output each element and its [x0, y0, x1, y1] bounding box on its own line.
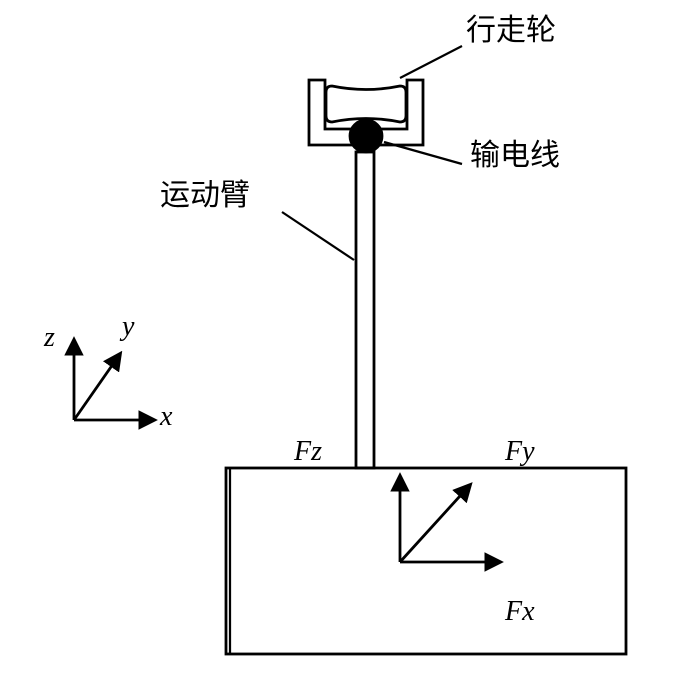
- label-y: y: [119, 311, 135, 342]
- diagram-canvas: 行走轮 运动臂 输电线 x y z Fx Fy Fz: [0, 0, 674, 683]
- wheel-roller: [326, 86, 406, 122]
- wire-cross-section: [350, 120, 382, 152]
- label-x: x: [159, 401, 173, 432]
- axis-y: [74, 354, 120, 420]
- label-arm: 运动臂: [160, 179, 250, 212]
- force-axis-fy: [400, 485, 470, 562]
- pointer-wheel: [400, 46, 462, 78]
- label-fx: Fx: [504, 596, 535, 627]
- label-wire: 输电线: [470, 139, 560, 172]
- pointer-arm: [282, 212, 354, 260]
- label-wheel: 行走轮: [466, 14, 556, 47]
- label-fz: Fz: [293, 436, 322, 467]
- label-z: z: [43, 322, 55, 353]
- label-fy: Fy: [504, 436, 535, 467]
- motion-arm: [356, 152, 374, 468]
